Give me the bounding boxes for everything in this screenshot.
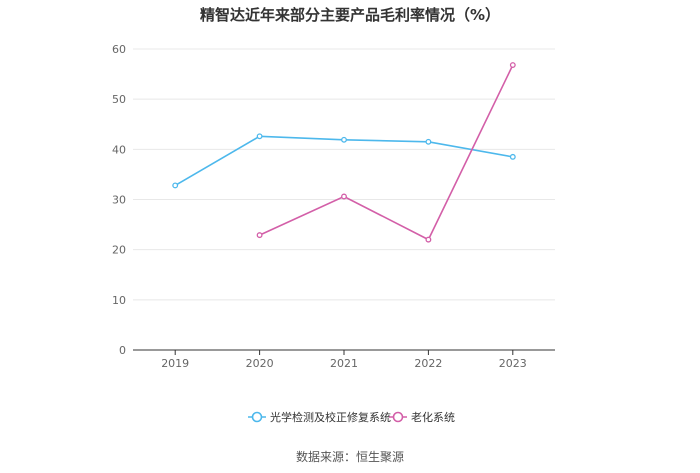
x-tick-label: 2019 [161, 357, 189, 370]
data-point [341, 193, 347, 200]
grid-lines [133, 48, 555, 301]
y-tick-label: 40 [112, 143, 126, 156]
x-tick-label: 2023 [499, 357, 527, 370]
y-tick-label: 50 [112, 93, 126, 106]
x-tick-label: 2020 [246, 357, 274, 370]
y-tick-label: 20 [112, 244, 126, 257]
legend-marker-1 [251, 411, 263, 423]
x-tick-label: 2022 [414, 357, 442, 370]
data-point [425, 138, 432, 145]
legend[interactable]: 光学检测及校正修复系统 老化系统 [248, 410, 455, 424]
data-point [509, 62, 516, 69]
series-line-1 [174, 135, 513, 187]
chart-title: 精智达近年来部分主要产品毛利率情况（%） [199, 6, 501, 24]
series-line-2 [259, 64, 514, 241]
data-point [425, 236, 432, 243]
legend-label-2: 老化系统 [411, 410, 455, 424]
x-tick-label: 2021 [330, 357, 358, 370]
data-point [509, 153, 516, 160]
legend-label-1: 光学检测及校正修复系统 [270, 410, 391, 424]
y-tick-label: 10 [112, 294, 126, 307]
axes: 0 10 20 30 40 50 60 2019 2020 2021 2022 2023 [112, 43, 555, 370]
y-tick-label: 60 [112, 43, 126, 56]
series-layer [172, 62, 516, 243]
data-point [256, 133, 263, 140]
data-point [341, 136, 347, 143]
legend-marker-2 [392, 411, 404, 423]
data-point [172, 182, 179, 189]
data-source-note: 数据来源：恒生聚源 [295, 450, 404, 464]
y-tick-label: 30 [112, 194, 126, 207]
data-point [256, 232, 263, 239]
y-tick-label: 0 [119, 344, 126, 357]
